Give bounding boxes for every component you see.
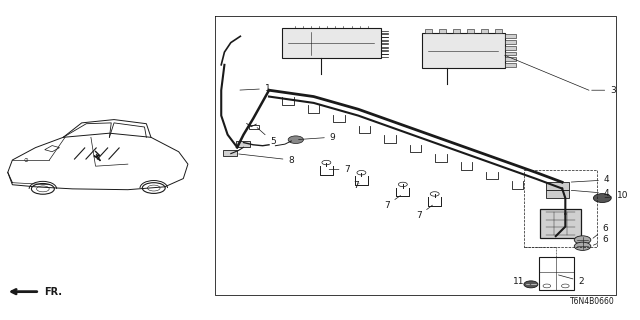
Bar xyxy=(505,46,516,50)
Text: 7: 7 xyxy=(353,181,359,190)
Bar xyxy=(495,29,502,33)
Text: 4: 4 xyxy=(572,189,609,198)
Bar xyxy=(467,29,474,33)
Bar xyxy=(505,52,516,55)
Circle shape xyxy=(574,236,591,244)
Text: 11: 11 xyxy=(513,277,531,286)
Text: ⊙: ⊙ xyxy=(24,158,29,163)
Bar xyxy=(248,125,259,129)
Text: 1: 1 xyxy=(240,84,271,93)
Text: 8: 8 xyxy=(239,154,294,164)
Bar xyxy=(422,33,505,68)
Bar xyxy=(425,29,431,33)
Text: 9: 9 xyxy=(298,133,335,142)
Bar xyxy=(505,57,516,61)
Text: 6: 6 xyxy=(593,236,609,245)
Bar xyxy=(539,257,573,290)
Circle shape xyxy=(524,281,538,288)
Text: 2: 2 xyxy=(559,275,584,286)
Bar xyxy=(453,29,460,33)
Bar xyxy=(439,29,445,33)
Bar xyxy=(505,40,516,44)
Bar xyxy=(236,141,250,147)
Circle shape xyxy=(288,136,303,143)
Text: 10: 10 xyxy=(605,191,628,200)
Circle shape xyxy=(593,194,611,203)
Bar xyxy=(505,63,516,67)
Bar xyxy=(546,190,568,198)
Text: 7: 7 xyxy=(416,205,433,220)
Text: T6N4B0660: T6N4B0660 xyxy=(570,297,615,306)
Text: FR.: FR. xyxy=(44,287,62,297)
Text: 5: 5 xyxy=(257,128,276,146)
Text: 7: 7 xyxy=(384,196,401,210)
Circle shape xyxy=(574,242,591,251)
Bar xyxy=(223,150,237,156)
Bar xyxy=(540,209,581,238)
Text: 7: 7 xyxy=(329,165,350,174)
Text: 3: 3 xyxy=(592,86,616,95)
Bar xyxy=(481,29,488,33)
Bar xyxy=(282,28,381,59)
Bar xyxy=(505,34,516,38)
Text: 4: 4 xyxy=(572,175,609,185)
Text: 6: 6 xyxy=(593,224,609,238)
Bar xyxy=(546,182,568,190)
